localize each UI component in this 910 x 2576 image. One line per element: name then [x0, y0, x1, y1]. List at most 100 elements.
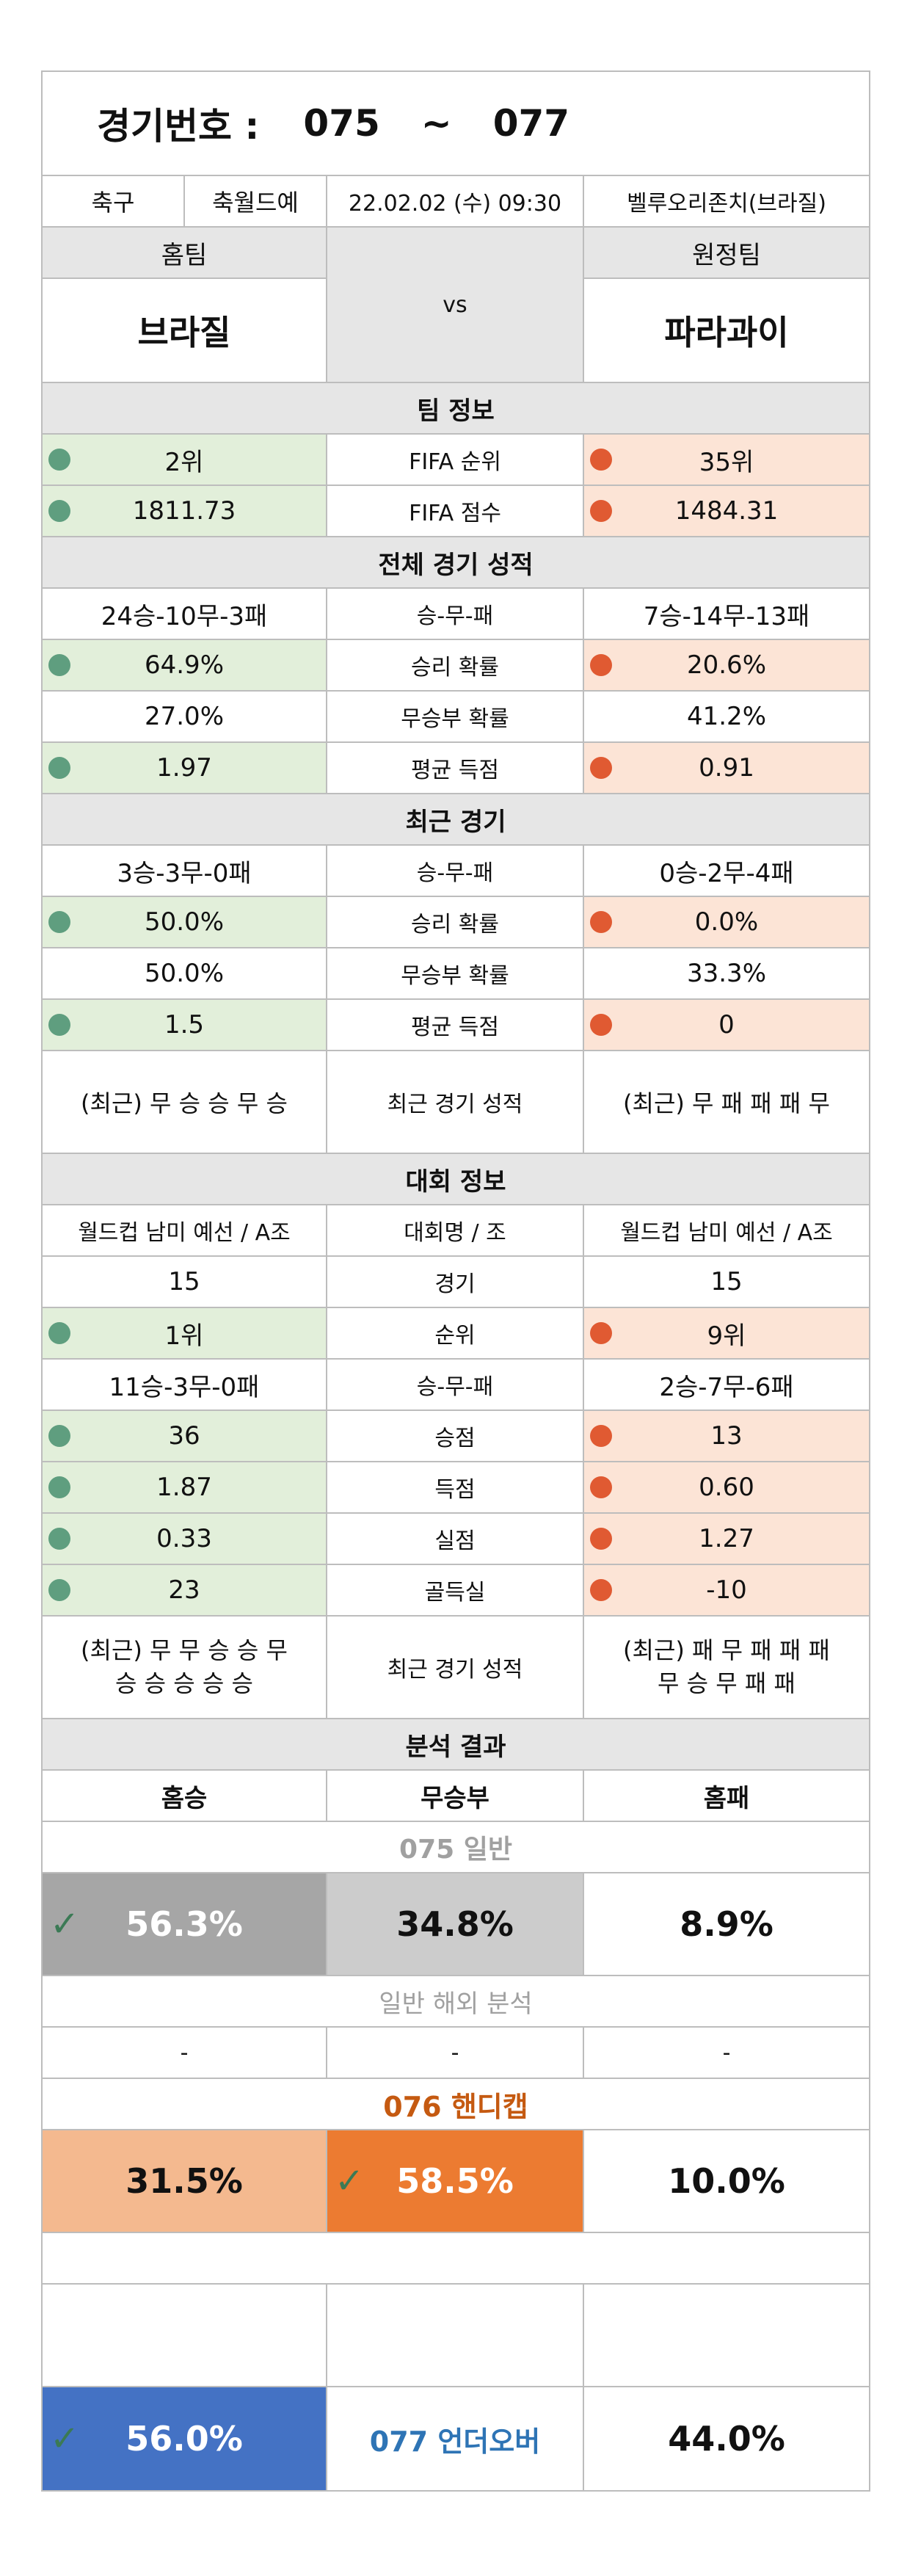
- home-value: 월드컵 남미 예선 / A조: [43, 1205, 327, 1255]
- row-label: 최근 경기 성적: [327, 1617, 584, 1718]
- section-title: 팀 정보: [43, 383, 869, 433]
- away-text: 35위: [699, 447, 754, 477]
- row-label: 최근 경기 성적: [327, 1051, 584, 1153]
- overseas-values-row: - - -: [43, 2028, 869, 2079]
- row-label: 승-무-패: [327, 846, 584, 896]
- league-cell: 축월드예: [185, 176, 327, 226]
- away-form-line1: (최근) 패 무 패 패 패: [623, 1636, 830, 1665]
- home-value: 15: [43, 1257, 327, 1307]
- match-number-title: 경기번호 : 075 ~ 077: [43, 72, 869, 175]
- empty-cell: [584, 2285, 869, 2386]
- datetime-cell: 22.02.02 (수) 09:30: [327, 176, 584, 226]
- home-value: 0.33: [43, 1514, 327, 1564]
- match-number-sep: ~: [421, 102, 452, 145]
- overseas-title: 일반 해외 분석: [379, 1989, 533, 2019]
- general-win: ✓ 56.3%: [43, 1873, 327, 1975]
- home-value: 1위: [43, 1308, 327, 1358]
- row-label: 승리 확률: [327, 640, 584, 690]
- home-dot-icon: [48, 1322, 70, 1344]
- overall-draw-row: 27.0% 무승부 확률 41.2%: [43, 692, 869, 743]
- home-text: 1.97: [156, 753, 212, 783]
- handicap-draw: ✓ 58.5%: [327, 2130, 584, 2232]
- away-dot-icon: [590, 1322, 612, 1344]
- away-value: 0승-2무-4패: [659, 858, 794, 888]
- home-dot-icon: [48, 1014, 70, 1036]
- match-number-from: 075: [303, 102, 380, 145]
- home-value: 1.87: [43, 1462, 327, 1512]
- away-dot-icon: [590, 1425, 612, 1447]
- col-home-win: 홈승: [43, 1771, 327, 1821]
- underover-left-text: 56.0%: [125, 2419, 243, 2459]
- analysis-header-row: 홈승 무승부 홈패: [43, 1771, 869, 1822]
- row-label: 평균 득점: [327, 1000, 584, 1050]
- home-form-line2: 승 승 승 승 승: [115, 1669, 253, 1697]
- away-team-name: 파라과이: [664, 313, 789, 352]
- section-title: 대회 정보: [43, 1154, 869, 1204]
- away-value: 20.6%: [584, 640, 869, 690]
- home-form-line1: (최근) 무 무 승 승 무: [81, 1636, 288, 1665]
- home-text: 0.33: [156, 1524, 212, 1553]
- row-label: FIFA 순위: [327, 435, 584, 485]
- fifa-rank-row: 2위 FIFA 순위 35위: [43, 435, 869, 486]
- row-label: 승-무-패: [327, 589, 584, 639]
- away-value: 0: [584, 1000, 869, 1050]
- away-value: 35위: [584, 435, 869, 485]
- overseas-draw: -: [327, 2028, 584, 2078]
- row-label: 평균 득점: [327, 743, 584, 793]
- home-dot-icon: [48, 1528, 70, 1550]
- away-team-label: 원정팀: [584, 228, 869, 279]
- section-title: 최근 경기: [43, 794, 869, 844]
- away-value: 33.3%: [686, 959, 766, 988]
- away-dot-icon: [590, 1579, 612, 1601]
- tournament-scored-row: 1.87 득점 0.60: [43, 1462, 869, 1514]
- away-value: 1484.31: [584, 486, 869, 536]
- empty-row: [43, 2285, 869, 2387]
- home-text: 50.0%: [144, 907, 224, 937]
- home-value: 2위: [43, 435, 327, 485]
- away-text: 0.60: [699, 1473, 754, 1502]
- general-values-row: ✓ 56.3% 34.8% 8.9%: [43, 1873, 869, 1976]
- home-form: (최근) 무 무 승 승 무 승 승 승 승 승: [43, 1617, 327, 1718]
- section-team-info: 팀 정보: [43, 383, 869, 435]
- overseas-title-row: 일반 해외 분석: [43, 1976, 869, 2028]
- away-text: 0.91: [699, 753, 754, 783]
- home-value: 24승-10무-3패: [43, 589, 327, 639]
- row-label: 경기: [327, 1257, 584, 1307]
- home-value: 3승-3무-0패: [43, 846, 327, 896]
- handicap-win: 31.5%: [43, 2130, 327, 2232]
- home-team-label: 홈팀: [43, 228, 326, 279]
- home-team-block: 홈팀 브라질: [43, 228, 327, 382]
- tournament-diff-row: 23 골득실 -10: [43, 1565, 869, 1617]
- home-text: 64.9%: [144, 650, 224, 680]
- general-title: 075 일반: [399, 1835, 512, 1865]
- col-home-loss: 홈패: [703, 1783, 750, 1813]
- recent-record-row: 3승-3무-0패 승-무-패 0승-2무-4패: [43, 846, 869, 897]
- row-label: 승점: [327, 1411, 584, 1461]
- away-value: 41.2%: [686, 702, 766, 731]
- home-text: 23: [168, 1575, 200, 1605]
- home-value: 11승-3무-0패: [43, 1360, 327, 1409]
- away-dot-icon: [590, 757, 612, 779]
- home-value: 36: [43, 1411, 327, 1461]
- away-text: 0: [718, 1010, 735, 1040]
- vs-cell: vs: [327, 228, 584, 382]
- overseas-win: -: [43, 2028, 327, 2078]
- away-text: 0.0%: [694, 907, 759, 937]
- row-label: 실점: [327, 1514, 584, 1564]
- home-value: 1.97: [43, 743, 327, 793]
- recent-win-row: 50.0% 승리 확률 0.0%: [43, 897, 869, 948]
- away-text: 9위: [707, 1321, 746, 1351]
- away-team-block: 원정팀 파라과이: [584, 228, 869, 382]
- section-title: 분석 결과: [43, 1719, 869, 1769]
- home-value: 50.0%: [43, 948, 327, 998]
- home-team-name: 브라질: [137, 313, 231, 352]
- home-text: 2위: [164, 447, 204, 477]
- away-form-line2: 무 승 무 패 패: [658, 1669, 796, 1697]
- away-text: 13: [710, 1421, 743, 1451]
- away-text: 20.6%: [686, 650, 766, 680]
- handicap-loss: 10.0%: [668, 2161, 785, 2201]
- home-value: 1.5: [43, 1000, 327, 1050]
- teams-row: 홈팀 브라질 vs 원정팀 파라과이: [43, 228, 869, 383]
- overall-goals-row: 1.97 평균 득점 0.91: [43, 743, 869, 794]
- home-dot-icon: [48, 757, 70, 779]
